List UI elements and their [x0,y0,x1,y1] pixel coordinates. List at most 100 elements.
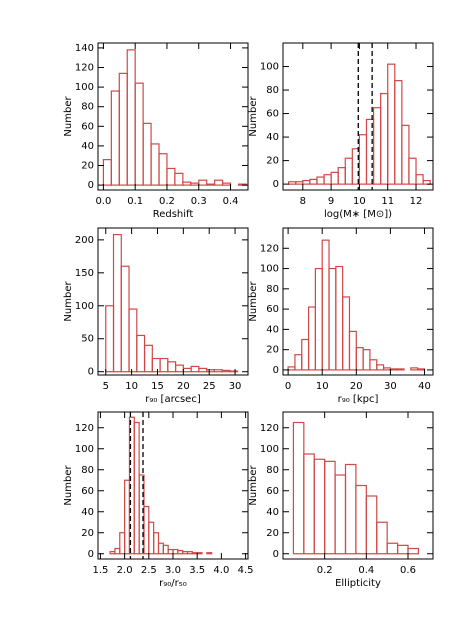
x-tick-label: 10 [316,381,329,392]
bar [114,547,121,555]
bar [415,174,424,185]
bar [206,183,216,186]
x-tick-label: 30 [384,381,397,392]
y-tick-label: 200 [75,235,94,246]
y-tick-label: 20 [81,528,94,539]
x-axis-label: log(M∗ [M⊙]) [324,209,392,220]
y-tick-label: 80 [266,465,279,476]
x-tick-label: 20 [177,381,190,392]
bar [102,159,112,186]
bar [162,544,169,555]
bar [342,296,351,371]
bar [287,366,296,371]
y-tick-label: 0 [88,549,94,560]
bar [221,369,231,373]
y-tick-label: 0 [88,180,94,191]
y-tick-label: 40 [266,324,279,335]
bar [358,134,368,185]
y-axis-label: Number [248,96,259,137]
y-tick-label: 100 [75,301,94,312]
bar [386,542,399,555]
plot-frame [97,411,249,560]
x-tick-label: 3.0 [165,565,181,576]
bar [151,357,161,373]
x-tick-label: 0 [285,381,291,392]
x-tick-label: 10 [353,196,366,207]
x-tick-label: 4.0 [213,565,229,576]
bar [110,90,120,186]
bar [348,330,357,371]
bar [182,551,189,555]
bar [206,369,215,373]
plot-frame [282,227,434,376]
bar [190,182,200,186]
bar [153,532,160,555]
x-tick-label: 5 [103,381,109,392]
bar [328,267,337,371]
y-tick-label: 120 [260,423,279,434]
x-tick-label: 0.4 [358,565,374,576]
y-axis-label: Number [63,465,74,506]
y-tick-label: 60 [266,109,279,120]
bar [396,544,409,555]
bar [422,179,431,185]
bar [313,458,326,555]
bar [186,551,193,555]
bar [355,484,367,555]
y-tick-label: 40 [81,141,94,152]
y-tick-label: 0 [273,365,279,376]
bar [198,367,208,373]
y-tick-label: 100 [260,444,279,455]
x-tick-label: 0.2 [159,196,175,207]
bar [124,479,131,555]
y-tick-label: 100 [75,82,94,93]
y-axis-label: Number [63,281,74,322]
bar [133,421,140,555]
bar [159,357,169,373]
y-tick-label: 40 [81,507,94,518]
x-tick-label: 4.5 [238,565,254,576]
bar [324,460,336,555]
bar [301,338,310,371]
bar [376,364,385,371]
bar [105,305,115,373]
y-tick-label: 100 [75,444,94,455]
bar [148,521,155,555]
bar [292,421,305,555]
y-tick-label: 0 [88,367,94,378]
bar [309,178,318,185]
bar [213,369,223,373]
x-tick-label: 0.6 [400,565,416,576]
y-tick-label: 120 [75,423,94,434]
x-tick-label: 8 [300,196,306,207]
bar [307,306,316,371]
x-tick-label: 15 [151,381,164,392]
bar [128,308,138,373]
bar [190,365,200,373]
x-tick-label: 2.0 [117,565,133,576]
bar [198,179,208,186]
x-tick-label: 2.5 [141,565,157,576]
y-tick-label: 20 [266,156,279,167]
bar [109,551,116,555]
x-tick-label: 0.3 [191,196,207,207]
bar [323,174,332,185]
bar [380,92,389,185]
bar [191,552,198,555]
bar [174,364,184,373]
bar [134,82,144,186]
y-tick-label: 120 [75,63,94,74]
bar [214,179,224,186]
bar [408,157,417,185]
y-tick-label: 140 [75,43,94,54]
y-tick-label: 50 [81,334,94,345]
y-tick-label: 0 [273,179,279,190]
y-tick-label: 80 [266,85,279,96]
bar [387,63,396,185]
x-tick-label: 25 [203,381,216,392]
bar [143,505,150,555]
plot-frame [97,227,249,376]
bar [167,548,174,555]
bar [302,179,311,185]
bar [330,171,339,185]
